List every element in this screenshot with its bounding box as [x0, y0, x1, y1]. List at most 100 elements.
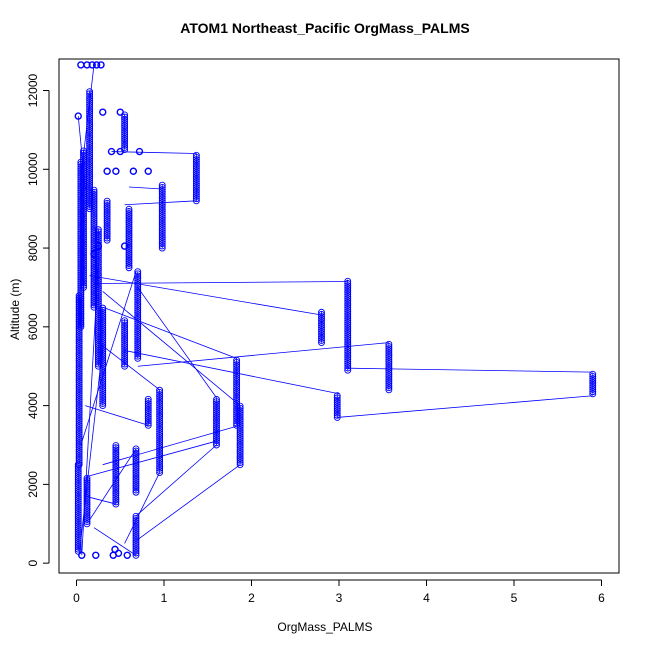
data-point: [344, 314, 352, 322]
data-point: [77, 295, 85, 303]
data-point: [132, 519, 140, 527]
data-point: [94, 286, 102, 294]
series-line-segment: [124, 350, 340, 395]
data-point: [75, 400, 83, 408]
data-point: [94, 271, 102, 279]
data-point: [80, 279, 87, 287]
data-point: [121, 321, 129, 329]
data-point: [99, 382, 107, 390]
data-point: [94, 273, 102, 281]
data-point: [121, 360, 129, 368]
data-point: [589, 375, 597, 383]
data-point: [158, 201, 166, 209]
data-point: [158, 205, 166, 213]
data-point: [75, 335, 83, 343]
data-point: [132, 525, 140, 533]
data-point: [90, 197, 98, 205]
data-point: [233, 376, 241, 384]
data-point: [121, 356, 129, 364]
data-point: [86, 90, 94, 98]
data-point: [86, 116, 94, 124]
data-point: [75, 443, 83, 451]
data-point: [213, 406, 220, 414]
data-point: [112, 478, 120, 486]
data-point: [83, 511, 91, 519]
data-point: [236, 448, 244, 456]
data-point: [318, 336, 325, 344]
data-point: [121, 336, 129, 344]
data-point: [99, 354, 107, 362]
data-point: [74, 524, 82, 531]
data-point: [233, 391, 241, 399]
data-point: [121, 139, 129, 147]
data-point: [99, 350, 107, 358]
data-point: [75, 422, 83, 430]
data-point: [158, 209, 166, 217]
data-point: [112, 459, 120, 467]
data-point: [192, 162, 200, 170]
data-point: [385, 384, 393, 392]
data-point: [156, 412, 164, 420]
data-point: [132, 545, 140, 553]
data-point: [86, 135, 94, 143]
data-point: [156, 391, 164, 399]
data-point: [90, 210, 98, 218]
data-point: [192, 164, 200, 172]
data-point: [80, 255, 87, 263]
data-point: [156, 458, 164, 466]
data-point: [112, 500, 120, 508]
data-point: [92, 61, 101, 69]
data-point: [121, 317, 129, 325]
data-point: [74, 534, 82, 542]
data-point: [121, 334, 129, 342]
data-point: [344, 364, 352, 372]
data-point: [86, 107, 94, 115]
data-point: [86, 105, 94, 113]
data-point: [144, 413, 152, 421]
data-point: [233, 385, 241, 392]
data-point: [99, 313, 107, 321]
data-point: [86, 142, 94, 150]
data-point: [344, 286, 352, 294]
data-point: [156, 447, 164, 455]
data-point: [112, 455, 120, 463]
data-point: [385, 386, 393, 394]
data-point: [86, 112, 94, 119]
data-point: [80, 260, 87, 268]
data-point: [103, 234, 111, 242]
data-point: [144, 167, 152, 175]
data-point: [233, 380, 241, 388]
data-point: [156, 393, 164, 401]
data-point: [156, 462, 164, 470]
data-point: [75, 333, 83, 341]
data-point: [75, 344, 83, 352]
data-point: [125, 214, 133, 222]
data-point: [99, 356, 107, 364]
x-tick-label: 1: [161, 591, 168, 605]
series-line-segment: [347, 367, 593, 373]
data-point: [99, 371, 107, 379]
data-point: [90, 201, 98, 209]
data-point: [77, 297, 85, 305]
data-point: [134, 315, 142, 323]
data-point: [121, 362, 129, 370]
data-point: [99, 339, 107, 347]
series-line-segment: [128, 186, 163, 190]
data-point: [132, 532, 140, 540]
data-point: [86, 181, 94, 189]
data-point: [134, 344, 142, 351]
data-point: [86, 164, 94, 171]
data-point: [344, 293, 352, 300]
data-point: [86, 129, 94, 137]
data-point: [77, 321, 85, 329]
data-point: [86, 103, 94, 111]
data-point: [589, 388, 597, 396]
data-point: [121, 325, 129, 333]
data-point: [125, 229, 133, 237]
data-point: [103, 199, 111, 207]
data-point: [589, 370, 597, 378]
data-point: [83, 485, 91, 493]
data-point: [77, 61, 85, 69]
data-point: [344, 349, 352, 357]
data-point: [77, 301, 85, 309]
